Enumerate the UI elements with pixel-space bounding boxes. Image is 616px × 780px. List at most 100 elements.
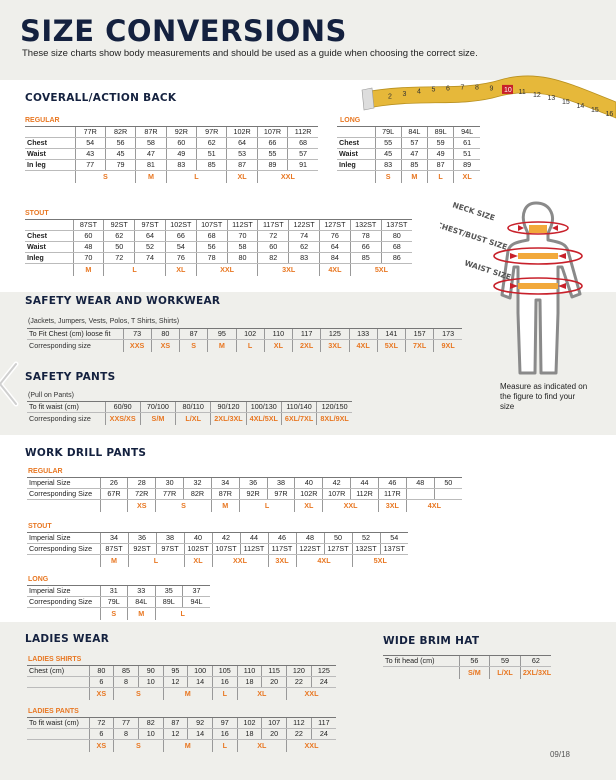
size-label: XXL	[195, 263, 258, 276]
table-cell: 54	[74, 137, 106, 149]
safety-pants-table: To fit waist (cm) 60/90 70/100 80/110 90/120…	[27, 401, 352, 425]
size-label: XXS/XS	[104, 412, 141, 425]
tape-number: 4	[417, 89, 421, 96]
table-cell: 60/90	[104, 401, 141, 413]
table-cell: 6	[88, 676, 114, 688]
table-cell: 91	[287, 159, 318, 171]
table-cell: 35	[154, 585, 183, 597]
row-label: Chest	[25, 137, 75, 149]
table-cell: 81	[135, 159, 167, 171]
table-cell: 97ST	[134, 219, 166, 231]
size-label: 3XL	[377, 499, 407, 512]
size-label: S	[178, 339, 208, 352]
table-cell: 14	[187, 728, 213, 740]
table-cell: 28	[127, 477, 156, 489]
table-cell: 46	[267, 532, 296, 544]
table-cell: 112R	[350, 488, 379, 500]
tape-number: 16	[606, 111, 614, 118]
table-cell: 105	[211, 665, 238, 677]
table-cell: 84	[319, 252, 351, 264]
tape-number: 13	[548, 95, 556, 102]
table-cell: 18	[236, 676, 262, 688]
table-cell: 82	[137, 717, 164, 729]
tape-number: 7	[461, 85, 465, 92]
table-cell: 112ST	[239, 543, 268, 555]
table-cell: 40	[183, 532, 212, 544]
row-label: To Fit Chest (cm) loose fit	[27, 328, 123, 340]
table-cell: 53	[226, 148, 258, 160]
size-label: XS	[88, 687, 114, 700]
ladies-shirts-table: Chest (cm) 80 85 90 95 100 105 110 115 120 125 6 8 10…	[27, 665, 336, 700]
drill-long-table: Imperial Size 31 33 35 37 Corresponding Size 7…	[27, 585, 210, 620]
table-cell: 57	[287, 148, 318, 160]
table-cell: 64	[226, 137, 258, 149]
table-cell: 92R	[238, 488, 268, 500]
size-label: L	[127, 554, 184, 567]
table-cell: 173	[433, 328, 462, 340]
table-cell: 73	[122, 328, 152, 340]
table-cell: 48	[405, 477, 435, 489]
row-label	[27, 740, 89, 752]
size-label: XL	[164, 263, 197, 276]
previous-page-chevron-icon[interactable]	[0, 360, 22, 408]
size-label: XL	[183, 554, 212, 567]
row-label: Imperial Size	[27, 532, 100, 544]
tape-number: 15	[562, 99, 570, 106]
table-row: Inleg 83 85 87 89	[337, 159, 480, 171]
table-cell: 125	[310, 665, 336, 677]
table-cell: 6	[88, 728, 114, 740]
size-label: M	[400, 170, 428, 183]
table-cell: 77R	[74, 126, 106, 138]
row-label: Inleg	[337, 159, 375, 171]
figure-caption: Measure as indicated on the figure to fi…	[500, 382, 588, 411]
table-cell: 102R	[294, 488, 323, 500]
table-cell: 80	[380, 230, 412, 242]
table-cell: 58	[226, 241, 258, 253]
table-cell: 87	[178, 328, 208, 340]
size-label: 4XL	[405, 499, 462, 512]
tape-number: 14	[577, 103, 585, 110]
row-label: Chest (cm)	[27, 665, 89, 677]
table-cell: 157	[404, 328, 434, 340]
table-cell: 97R	[266, 488, 295, 500]
size-label: L	[103, 263, 166, 276]
size-row: M L XL XXL 3XL 4XL 5XL	[27, 554, 408, 567]
table-cell: 85	[195, 159, 227, 171]
table-cell: 49	[165, 148, 197, 160]
subsection-ladies-pants: LADIES PANTS	[28, 708, 79, 715]
table-cell: 48	[295, 532, 324, 544]
size-label: M	[99, 554, 128, 567]
row-label	[27, 500, 100, 512]
table-cell: 95	[207, 328, 236, 340]
table-cell: 8	[113, 676, 139, 688]
table-cell: 107R	[322, 488, 351, 500]
table-cell: 110/140	[280, 401, 317, 413]
page-title: SIZE CONVERSIONS	[20, 14, 347, 48]
table-cell: 97ST	[155, 543, 184, 555]
table-cell: 43	[74, 148, 106, 160]
table-cell: 72	[103, 252, 135, 264]
size-label: S	[374, 170, 402, 183]
table-cell: 112ST	[226, 219, 258, 231]
table-cell: 52	[351, 532, 380, 544]
table-cell: 86	[380, 252, 412, 264]
table-cell: 50	[323, 532, 352, 544]
table-cell: 62	[288, 241, 320, 253]
table-cell: 82	[257, 252, 289, 264]
table-cell: 89	[256, 159, 288, 171]
table-cell: 87R	[210, 488, 240, 500]
table-cell: 38	[155, 532, 184, 544]
row-label: Corresponding Size	[27, 543, 100, 555]
section-title-safety-pants: SAFETY PANTS	[25, 371, 116, 383]
table-cell: 8	[113, 728, 139, 740]
size-label: S	[113, 687, 164, 700]
size-row: XS S M L XL XXL	[27, 739, 336, 752]
table-cell: 55	[374, 137, 402, 149]
table-cell: 66	[349, 241, 382, 253]
tape-number: 8	[475, 85, 479, 92]
row-label: Imperial Size	[27, 585, 100, 597]
table-cell: 79L	[374, 126, 402, 138]
table-cell: 107R	[256, 126, 288, 138]
tape-number: 10	[504, 87, 512, 94]
row-label: Waist	[25, 148, 75, 160]
